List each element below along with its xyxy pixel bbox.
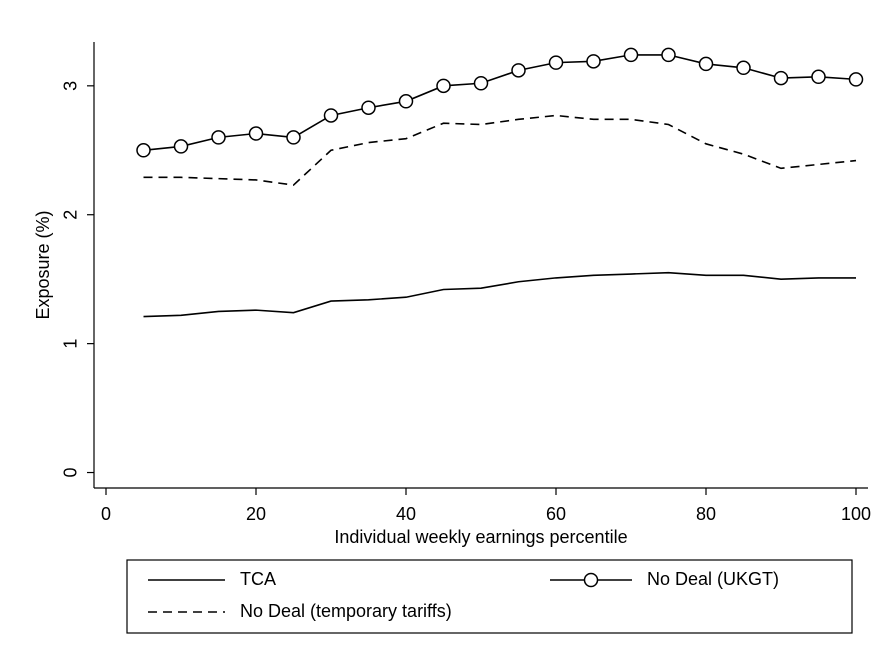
marker xyxy=(323,108,339,123)
y-axis-title: Exposure (%) xyxy=(33,210,53,319)
x-tick-label: 20 xyxy=(246,504,266,524)
legend-label: No Deal (UKGT) xyxy=(647,569,779,589)
x-tick-label: 40 xyxy=(396,504,416,524)
x-tick-label: 100 xyxy=(841,504,871,524)
y-tick-label: 3 xyxy=(61,81,81,91)
y-tick-label: 0 xyxy=(61,468,81,478)
marker xyxy=(586,54,601,69)
marker xyxy=(736,60,751,76)
marker xyxy=(473,75,489,91)
x-tick-label: 80 xyxy=(696,504,716,524)
marker xyxy=(773,70,789,86)
marker xyxy=(811,69,826,85)
marker xyxy=(511,63,526,78)
marker xyxy=(211,130,226,145)
marker xyxy=(436,78,451,94)
marker xyxy=(361,100,376,115)
y-tick-label: 2 xyxy=(61,210,81,220)
legend-marker xyxy=(583,572,599,588)
marker xyxy=(848,72,864,87)
marker xyxy=(248,126,264,141)
legend-label: TCA xyxy=(240,569,276,589)
marker xyxy=(698,56,714,72)
marker xyxy=(548,55,564,70)
marker xyxy=(136,143,151,158)
y-tick-label: 1 xyxy=(61,339,81,349)
x-axis-title: Individual weekly earnings percentile xyxy=(334,527,627,547)
marker xyxy=(398,94,414,109)
legend-box xyxy=(126,559,853,634)
x-tick-label: 60 xyxy=(546,504,566,524)
x-tick-label: 0 xyxy=(101,504,111,524)
series-line xyxy=(143,114,857,186)
marker xyxy=(286,130,301,145)
series-line xyxy=(143,271,856,318)
marker xyxy=(661,47,676,63)
marker xyxy=(173,139,189,154)
marker xyxy=(623,47,639,63)
legend-label: No Deal (temporary tariffs) xyxy=(240,601,452,621)
